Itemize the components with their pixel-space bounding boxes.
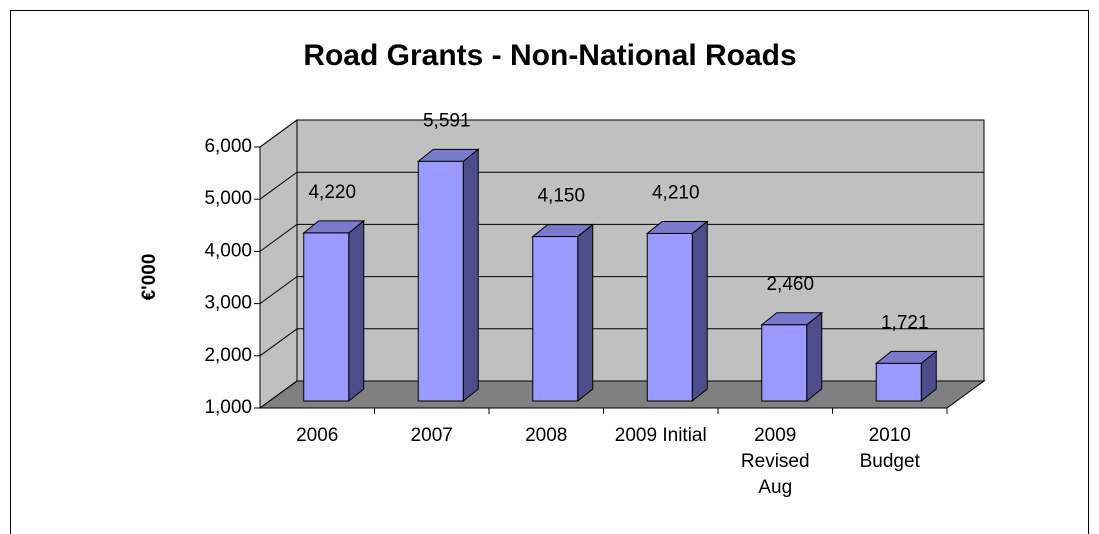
- x-tick-label: 2006: [296, 425, 339, 446]
- x-tick-label: 2007: [410, 425, 453, 446]
- bar-side: [691, 220, 708, 403]
- bar-side: [348, 219, 365, 403]
- y-tick-label: 2,000: [204, 345, 252, 366]
- grid-line: [259, 380, 984, 409]
- value-label: 5,591: [423, 110, 471, 131]
- x-tick-label: 2008: [525, 425, 568, 446]
- y-tick-label: 3,000: [204, 293, 252, 314]
- y-axis-label: €'000: [139, 254, 160, 301]
- y-tick-label: 1,000: [204, 397, 252, 418]
- floor: [258, 380, 986, 409]
- x-tick-label: 2009 Revised Aug: [740, 425, 810, 498]
- value-label: 4,220: [308, 182, 356, 203]
- grid-line: [259, 328, 984, 357]
- x-tick-label: 2010 Budget: [859, 425, 920, 472]
- bar: [532, 236, 579, 402]
- grid-line: [259, 171, 984, 200]
- grid-line: [259, 276, 984, 305]
- bar: [417, 160, 464, 402]
- y-tick-label: 5,000: [204, 188, 252, 209]
- bar: [761, 324, 808, 402]
- bar-side: [462, 148, 479, 403]
- bar: [303, 232, 350, 402]
- value-label: 1,721: [881, 312, 929, 333]
- value-label: 4,210: [652, 182, 700, 203]
- grid-line: [259, 223, 984, 252]
- side-wall: [259, 119, 298, 409]
- y-tick-label: 6,000: [204, 136, 252, 157]
- value-label: 2,460: [766, 274, 814, 295]
- back-wall: [296, 119, 985, 382]
- value-label: 4,150: [537, 186, 585, 207]
- y-tick-label: 4,000: [204, 240, 252, 261]
- grid-line: [259, 119, 984, 148]
- chart-title: Road Grants - Non-National Roads: [303, 39, 796, 72]
- bar: [646, 232, 693, 402]
- x-tick-label: 2009 Initial: [614, 425, 707, 446]
- bar-side: [577, 223, 594, 403]
- bar: [875, 362, 922, 402]
- bar-side: [806, 311, 823, 403]
